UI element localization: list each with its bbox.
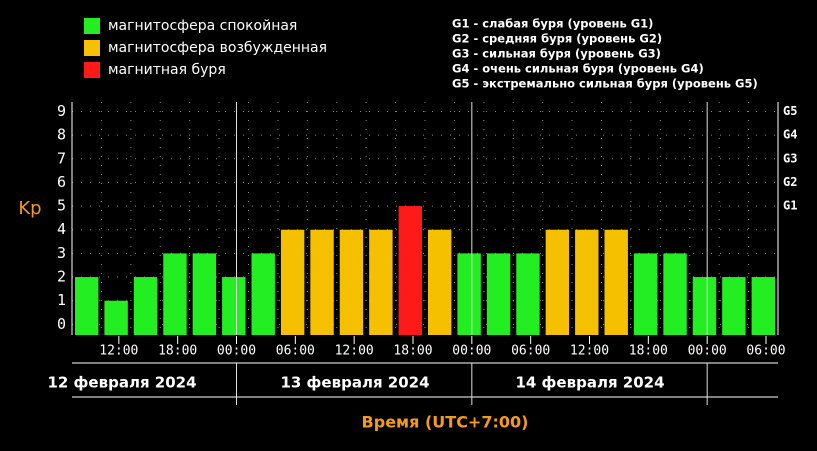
y2-tick-label: G2 (783, 175, 797, 189)
bar (516, 253, 540, 335)
x-tick-label: 06:00 (276, 344, 315, 359)
x-tick-label: 12:00 (99, 344, 138, 359)
bar (163, 253, 187, 335)
y-tick-label: 6 (57, 173, 66, 191)
y2-tick-label: G5 (783, 104, 797, 118)
storm-level: G5 - экстремально сильная буря (уровень … (452, 77, 758, 91)
bar (104, 300, 128, 335)
bar (251, 253, 275, 335)
x-axis-title: Время (UTC+7:00) (362, 413, 529, 432)
bar (692, 277, 717, 335)
bar (722, 277, 746, 335)
legend-swatch (84, 18, 100, 34)
x-tick-label: 00:00 (688, 344, 727, 359)
bar (428, 229, 452, 335)
storm-level: G2 - средняя буря (уровень G2) (452, 32, 662, 46)
legend-label: магнитосфера спокойная (108, 18, 297, 34)
x-tick-label: 18:00 (393, 344, 432, 359)
y2-tick-label: G3 (783, 151, 797, 165)
legend-swatch (84, 62, 100, 78)
y-tick-label: 5 (57, 197, 66, 215)
x-tick-label: 12:00 (335, 344, 374, 359)
y-tick-label: 0 (57, 315, 66, 333)
bar (339, 229, 364, 335)
y-tick-label: 7 (57, 149, 66, 167)
x-tick-label: 00:00 (452, 344, 491, 359)
bar (751, 277, 775, 335)
bar (604, 229, 628, 335)
y-tick-label: 4 (57, 220, 66, 238)
bar (486, 253, 511, 335)
bar (133, 277, 158, 335)
legend-swatch (84, 40, 100, 56)
y-axis-title: Kp (18, 198, 41, 219)
bar (633, 253, 658, 335)
bar (310, 229, 334, 335)
storm-level: G4 - очень сильная буря (уровень G4) (452, 62, 704, 76)
bar (75, 277, 99, 335)
date-label: 13 февраля 2024 (280, 374, 429, 392)
legend-label: магнитосфера возбужденная (108, 40, 327, 56)
storm-level: G3 - сильная буря (уровень G3) (452, 47, 661, 61)
bar (545, 229, 570, 335)
x-tick-label: 06:00 (511, 344, 550, 359)
date-label: 14 февраля 2024 (515, 374, 664, 392)
bar (280, 229, 305, 335)
y2-tick-label: G4 (783, 128, 797, 142)
bar (457, 253, 481, 335)
x-tick-label: 00:00 (217, 344, 256, 359)
y-tick-label: 1 (57, 291, 66, 309)
y-tick-label: 8 (57, 126, 66, 144)
legend-label: магнитная буря (108, 62, 226, 78)
bar (398, 206, 422, 335)
x-tick-label: 12:00 (570, 344, 609, 359)
bar (369, 229, 393, 335)
x-tick-label: 18:00 (158, 344, 197, 359)
bar (663, 253, 687, 335)
bar (575, 229, 599, 335)
y2-tick-label: G1 (783, 199, 797, 213)
y-tick-label: 3 (57, 244, 66, 262)
bar (222, 277, 246, 335)
x-tick-label: 06:00 (746, 344, 785, 359)
storm-level: G1 - слабая буря (уровень G1) (452, 17, 653, 31)
y-tick-label: 9 (57, 102, 66, 120)
date-label: 12 февраля 2024 (47, 374, 196, 392)
bar (192, 253, 217, 335)
y-tick-label: 2 (57, 268, 66, 286)
x-tick-label: 18:00 (629, 344, 668, 359)
